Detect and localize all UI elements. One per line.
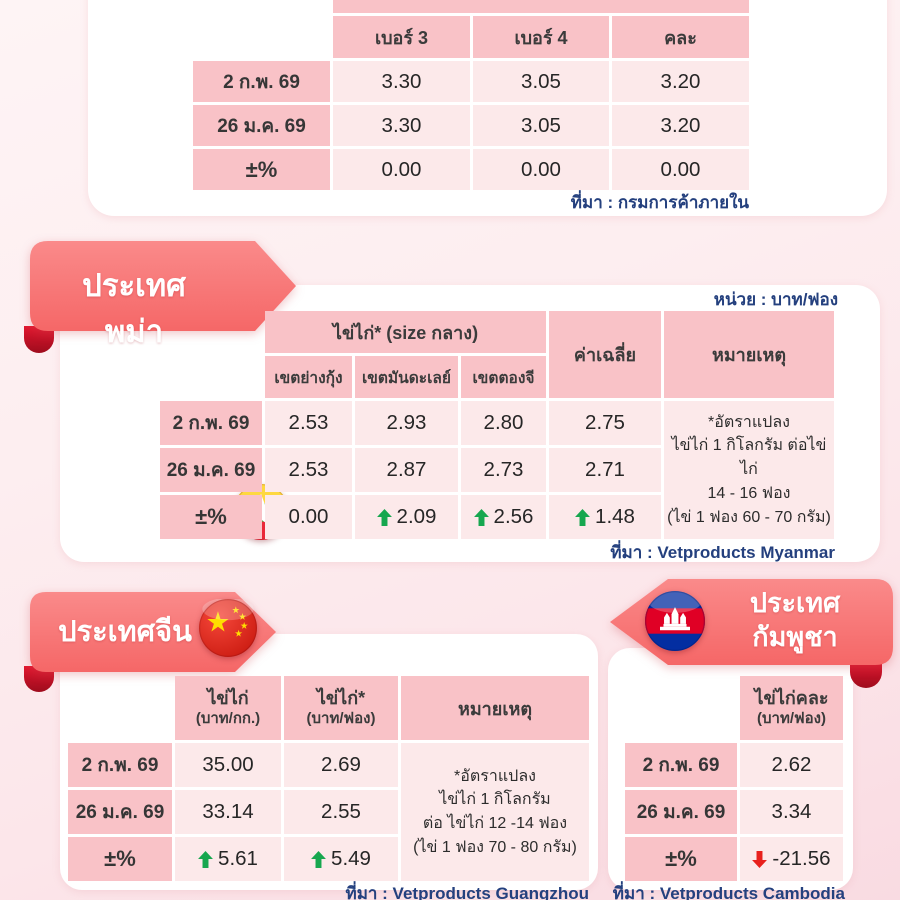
value-cell: 35.00 [175,743,281,787]
thailand-price-table: เบอร์ 3 เบอร์ 4 คละ 2 ก.พ. 69 3.30 3.05 … [193,0,749,190]
value-cell: 3.05 [473,105,609,146]
date-cell: 26 ม.ค. 69 [193,105,330,146]
value-cell: 2.75 [549,401,661,445]
note-cell: *อัตราแปลง ไข่ไก่ 1 กิโลกรัม ต่อไข่ไก่ 1… [664,401,834,539]
subheader-cell: เขตมันดะเลย์ [355,356,458,398]
trend-down-icon [752,850,768,868]
subheader-cell: เขตย่างกุ้ง [265,356,352,398]
cambodia-flag-icon [645,591,705,651]
value-cell: 0.00 [473,149,609,190]
date-cell: 2 ก.พ. 69 [160,401,262,445]
value-cell: 2.73 [461,448,546,492]
table-group-band [333,0,749,13]
note-header-cell: หมายเหตุ [401,676,589,740]
date-cell: 26 ม.ค. 69 [68,790,172,834]
group-header-cell: ไข่ไก่* (size กลาง) [265,311,546,353]
value-cell: 2.80 [461,401,546,445]
china-source-text: ที่มา : Vetproducts Guangzhou [345,884,589,900]
unit-label: หน่วย : บาท/ฟอง [713,290,838,309]
value-cell: 2.62 [740,743,843,787]
date-cell: 2 ก.พ. 69 [625,743,737,787]
value-cell: 2.55 [284,790,398,834]
percent-change-cell: ±% [160,495,262,539]
value-cell: -21.56 [740,837,843,881]
value-cell: 2.87 [355,448,458,492]
value-cell: 2.71 [549,448,661,492]
value-cell: 3.34 [740,790,843,834]
header-cell: เบอร์ 4 [473,16,609,58]
value-cell: 0.00 [333,149,470,190]
cambodia-banner: ประเทศ กัมพูชา [606,579,893,665]
header-cell: คละ [612,16,749,58]
percent-change-cell: ±% [193,149,330,190]
avg-header-cell: ค่าเฉลี่ย [549,311,661,398]
date-cell: 26 ม.ค. 69 [160,448,262,492]
subheader-cell: เขตตองจี [461,356,546,398]
value-cell: 2.53 [265,448,352,492]
header-cell: ไข่ไก่คละ (บาท/ฟอง) [740,676,843,740]
value-cell: 2.93 [355,401,458,445]
value-cell: 5.61 [175,837,281,881]
date-cell: 2 ก.พ. 69 [193,61,330,102]
cambodia-source-text: ที่มา : Vetproducts Cambodia [612,884,845,900]
value-cell: 2.56 [461,495,546,539]
value-cell: 33.14 [175,790,281,834]
value-cell: 3.05 [473,61,609,102]
value-cell: 3.30 [333,61,470,102]
trend-up-icon [311,850,326,868]
trend-up-icon [198,850,213,868]
value-cell: 0.00 [265,495,352,539]
thailand-source-text: ที่มา : กรมการค้าภายใน [570,193,749,212]
china-banner: ประเทศจีน [30,592,278,672]
date-cell: 26 ม.ค. 69 [625,790,737,834]
china-flag-icon [199,599,257,657]
value-cell: 3.20 [612,61,749,102]
china-title: ประเทศจีน [58,616,192,648]
note-header-cell: หมายเหตุ [664,311,834,398]
percent-change-cell: ±% [68,837,172,881]
header-cell: เบอร์ 3 [333,16,470,58]
ribbon-shape [30,241,296,331]
value-cell: 1.48 [549,495,661,539]
ribbon-fold [850,661,882,688]
myanmar-title: ประเทศพม่า [82,268,186,349]
myanmar-source-text: ที่มา : Vetproducts Myanmar [610,543,835,562]
percent-change-cell: ±% [625,837,737,881]
value-cell: 3.30 [333,105,470,146]
china-price-table: ไข่ไก่ (บาท/กก.) ไข่ไก่* (บาท/ฟอง) หมายเหต… [68,676,589,881]
value-cell: 2.09 [355,495,458,539]
cambodia-price-table: ไข่ไก่คละ (บาท/ฟอง) 2 ก.พ. 69 2.62 26 ม.ค… [625,676,843,881]
note-cell: *อัตราแปลง ไข่ไก่ 1 กิโลกรัม ต่อ ไข่ไก่ … [401,743,589,881]
header-cell: ไข่ไก่ (บาท/กก.) [175,676,281,740]
myanmar-price-table: ไข่ไก่* (size กลาง) ค่าเฉลี่ย หมายเหตุ เ… [160,311,834,539]
date-cell: 2 ก.พ. 69 [68,743,172,787]
value-cell: 0.00 [612,149,749,190]
value-cell: 2.53 [265,401,352,445]
trend-up-icon [575,508,590,526]
trend-up-icon [473,508,489,526]
value-cell: 5.49 [284,837,398,881]
cambodia-title: ประเทศ กัมพูชา [749,588,841,652]
value-cell: 3.20 [612,105,749,146]
trend-up-icon [376,508,392,526]
value-cell: 2.69 [284,743,398,787]
header-cell: ไข่ไก่* (บาท/ฟอง) [284,676,398,740]
